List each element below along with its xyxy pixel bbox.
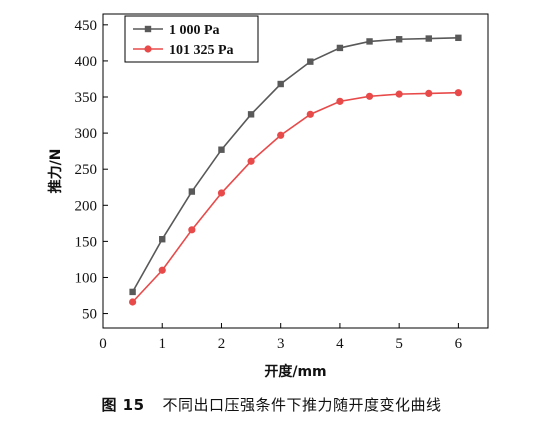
figure-caption: 图 15 不同出口压强条件下推力随开度变化曲线 bbox=[0, 394, 543, 415]
data-point bbox=[218, 146, 225, 153]
legend-marker bbox=[144, 25, 152, 33]
data-point bbox=[307, 58, 314, 65]
data-point bbox=[455, 34, 462, 42]
data-point bbox=[277, 131, 285, 139]
chart: 50 100 150 200 250 300 350 400 450 0 1 2 3 4 5 6 1 000… bbox=[47, 13, 489, 380]
data-point bbox=[425, 35, 432, 42]
data-point bbox=[159, 236, 166, 243]
series-1 bbox=[129, 34, 462, 296]
data-point bbox=[365, 92, 374, 100]
data-point bbox=[129, 298, 137, 306]
data-point bbox=[129, 288, 136, 296]
legend-box bbox=[124, 15, 259, 63]
data-point bbox=[336, 44, 344, 52]
series-line bbox=[132, 91, 459, 303]
data-point bbox=[366, 38, 373, 45]
x-tick-label: 6 bbox=[455, 336, 463, 352]
y-tick-label: 400 bbox=[75, 54, 98, 70]
y-tick-label: 50 bbox=[82, 307, 97, 323]
legend: 1 000 Pa 101 325 Pa bbox=[124, 15, 259, 63]
plot-border bbox=[102, 13, 489, 329]
data-point bbox=[306, 110, 314, 118]
legend-marker bbox=[144, 45, 152, 53]
data-point bbox=[217, 189, 226, 197]
x-tick-label: 1 bbox=[158, 336, 166, 352]
data-point bbox=[336, 97, 344, 105]
data-point bbox=[188, 188, 196, 195]
y-tick-label: 200 bbox=[75, 198, 98, 214]
data-point bbox=[425, 89, 433, 98]
series-layer bbox=[129, 34, 462, 306]
data-point bbox=[395, 36, 403, 43]
x-axis-title: 开度/mm bbox=[264, 363, 326, 380]
y-axis: 50 100 150 200 250 300 350 400 450 bbox=[75, 18, 108, 323]
x-tick-label: 2 bbox=[218, 336, 226, 352]
legend-label: 101 325 Pa bbox=[169, 43, 234, 58]
x-tick-label: 5 bbox=[395, 336, 403, 352]
data-point bbox=[188, 226, 196, 234]
x-tick-label: 0 bbox=[99, 336, 107, 352]
data-point bbox=[395, 90, 403, 98]
y-tick-label: 250 bbox=[75, 162, 98, 178]
data-point bbox=[277, 80, 284, 88]
series-line bbox=[131, 37, 459, 293]
x-tick-label: 3 bbox=[277, 336, 285, 352]
x-axis: 0 1 2 3 4 5 6 bbox=[99, 323, 463, 352]
figure-caption-text: 不同出口压强条件下推力随开度变化曲线 bbox=[162, 396, 442, 414]
y-tick-label: 450 bbox=[75, 18, 98, 34]
y-axis-title: 推力/N bbox=[47, 149, 64, 194]
data-point bbox=[247, 111, 255, 118]
figure-number: 图 15 bbox=[101, 396, 145, 414]
y-tick-label: 300 bbox=[75, 126, 98, 142]
data-point bbox=[158, 266, 166, 274]
data-point bbox=[247, 157, 255, 165]
x-tick-label: 4 bbox=[336, 336, 344, 352]
data-point bbox=[454, 89, 462, 97]
y-tick-label: 150 bbox=[75, 234, 98, 250]
plot-frame bbox=[102, 13, 489, 329]
y-tick-label: 100 bbox=[75, 270, 98, 286]
legend-entry: 101 325 Pa bbox=[133, 43, 234, 58]
series-2 bbox=[129, 89, 462, 306]
y-tick-label: 350 bbox=[75, 90, 98, 106]
legend-entry: 1 000 Pa bbox=[133, 23, 220, 38]
legend-label: 1 000 Pa bbox=[169, 23, 220, 38]
